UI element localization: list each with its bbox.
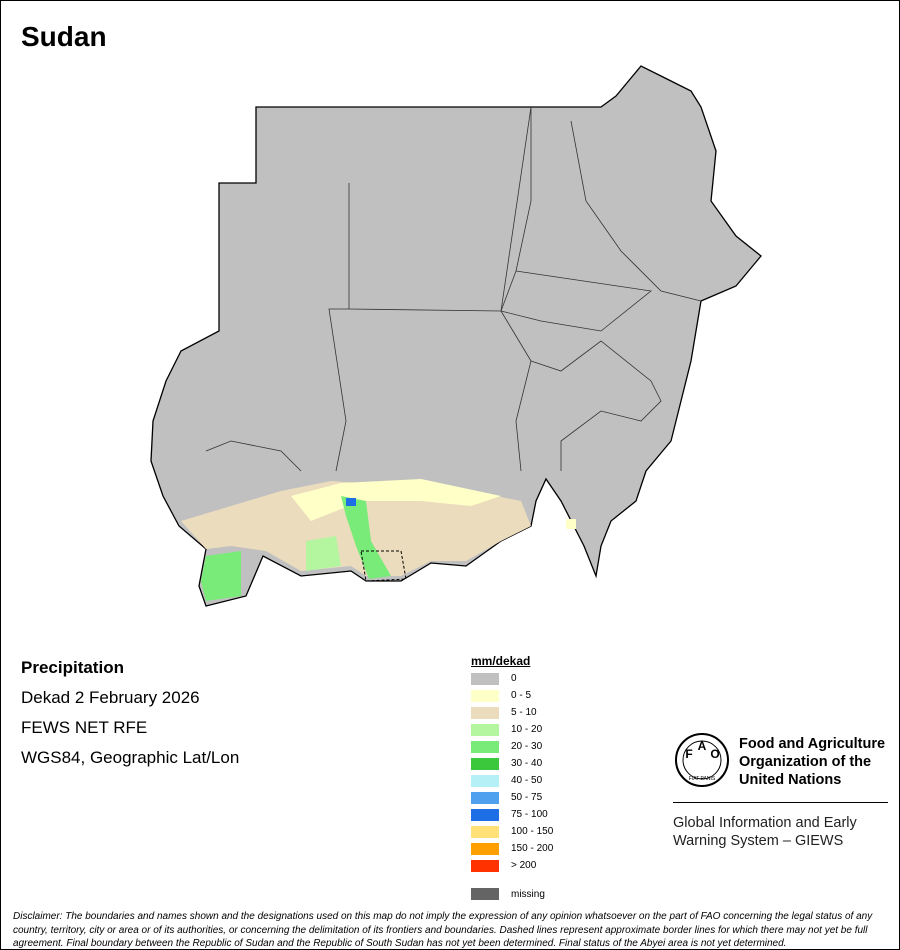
map-title: Sudan bbox=[21, 21, 107, 52]
legend-label: > 200 bbox=[511, 860, 537, 871]
legend-swatch bbox=[471, 809, 499, 821]
info-line: FEWS NET RFE bbox=[21, 718, 148, 737]
legend-label: missing bbox=[511, 889, 545, 900]
legend-swatch bbox=[471, 724, 499, 736]
legend-swatch bbox=[471, 792, 499, 804]
legend-swatch bbox=[471, 690, 499, 702]
country-shape bbox=[150, 65, 762, 607]
legend-swatch bbox=[471, 826, 499, 838]
legend-label: 5 - 10 bbox=[511, 707, 537, 718]
legend-swatch bbox=[471, 888, 499, 900]
legend-label: 40 - 50 bbox=[511, 775, 543, 786]
org-name: United Nations bbox=[739, 772, 842, 788]
legend-swatch bbox=[471, 758, 499, 770]
legend-swatch bbox=[471, 843, 499, 855]
info-line: WGS84, Geographic Lat/Lon bbox=[21, 748, 240, 767]
legend-swatch bbox=[471, 673, 499, 685]
disclaimer: Disclaimer: The boundaries and names sho… bbox=[13, 911, 873, 949]
legend-label: 0 - 5 bbox=[511, 690, 532, 701]
fao-logo: F A O FIAT PANIS bbox=[675, 733, 729, 787]
legend-swatch bbox=[471, 860, 499, 872]
legend-label: 10 - 20 bbox=[511, 724, 543, 735]
legend-swatch bbox=[471, 707, 499, 719]
logo-letter: A bbox=[698, 739, 707, 753]
legend-swatch bbox=[471, 741, 499, 753]
system-name: Global Information and Early bbox=[673, 815, 857, 831]
legend-label: 150 - 200 bbox=[511, 843, 554, 854]
legend-label: 75 - 100 bbox=[511, 809, 548, 820]
legend-swatch bbox=[471, 775, 499, 787]
org-name: Organization of the bbox=[739, 754, 872, 770]
legend-label: 20 - 30 bbox=[511, 741, 543, 752]
info-line: Dekad 2 February 2026 bbox=[21, 688, 200, 707]
legend-label: 30 - 40 bbox=[511, 758, 543, 769]
legend-label: 100 - 150 bbox=[511, 826, 554, 837]
map bbox=[150, 65, 762, 607]
admin-boundaries bbox=[205, 106, 702, 472]
logo-letter: F bbox=[685, 747, 692, 761]
org-name: Food and Agriculture bbox=[739, 736, 886, 752]
abyei-area bbox=[360, 550, 407, 582]
info-title: Precipitation bbox=[21, 658, 124, 677]
legend-label: 0 bbox=[511, 673, 517, 684]
logo-motto: FIAT PANIS bbox=[689, 776, 716, 782]
logo-letter: O bbox=[710, 747, 719, 761]
legend-label: 50 - 75 bbox=[511, 792, 543, 803]
system-name: Warning System – GIEWS bbox=[673, 833, 844, 849]
legend-title: mm/dekad bbox=[471, 654, 531, 668]
rainfall-patches bbox=[181, 479, 576, 601]
divider bbox=[673, 802, 888, 803]
